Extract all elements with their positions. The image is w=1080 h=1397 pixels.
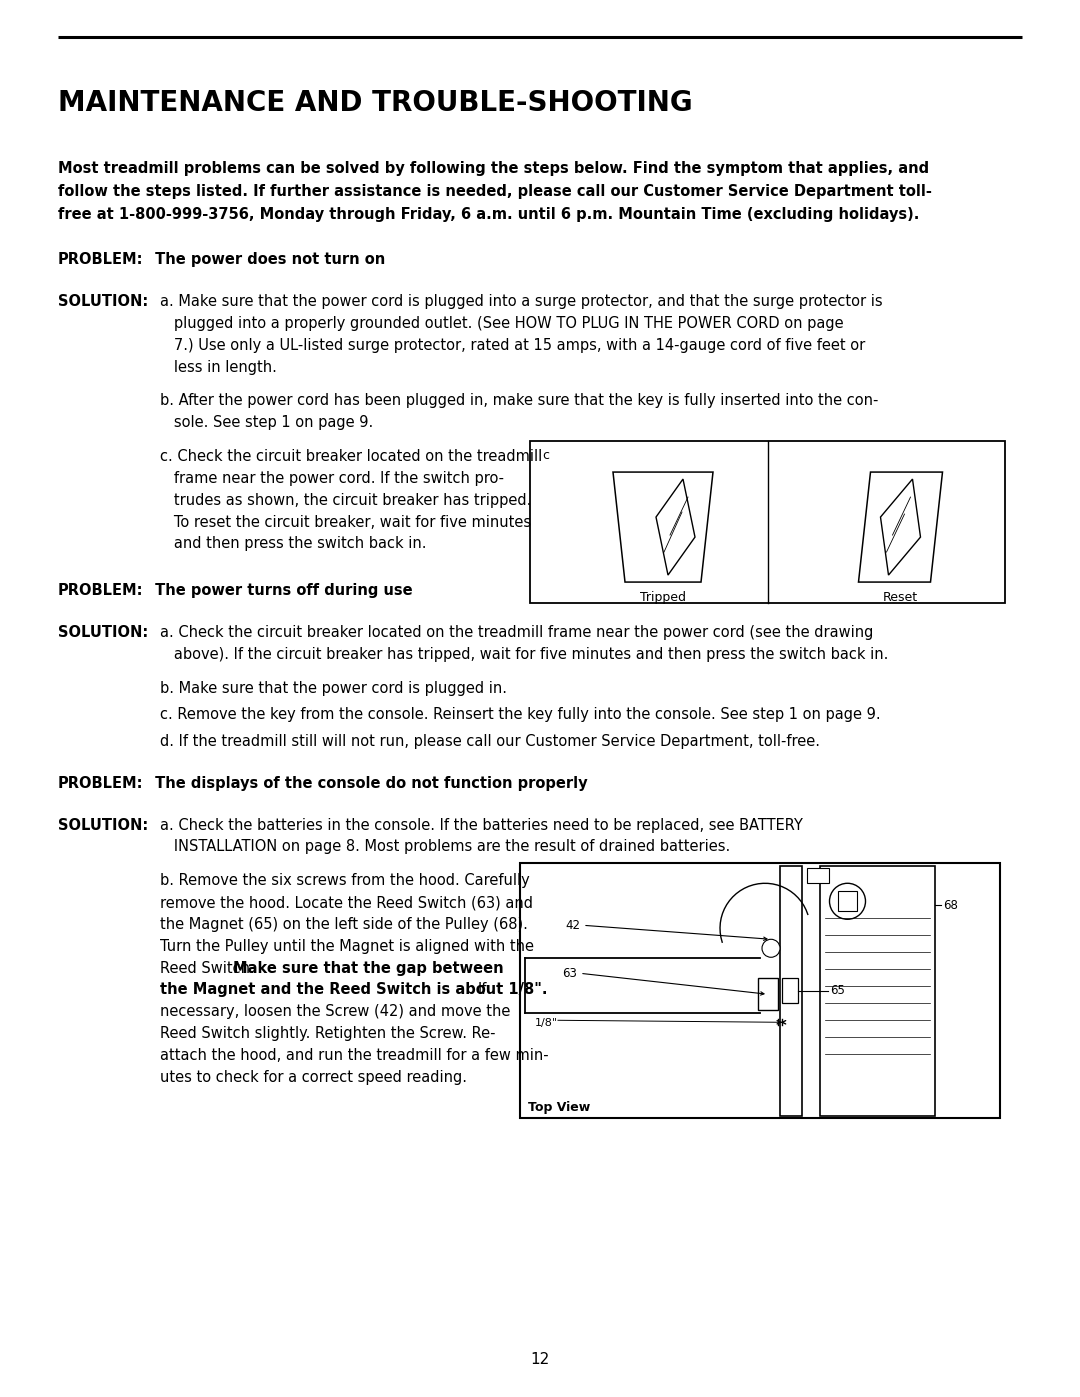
Text: a. Make sure that the power cord is plugged into a surge protector, and that the: a. Make sure that the power cord is plug… — [160, 293, 882, 309]
Text: 63: 63 — [562, 967, 577, 979]
Bar — [807, 869, 829, 883]
Bar — [758, 978, 778, 1010]
Bar — [820, 866, 935, 1116]
Text: c: c — [542, 448, 549, 462]
Text: Turn the Pulley until the Magnet is aligned with the: Turn the Pulley until the Magnet is alig… — [160, 939, 534, 954]
Polygon shape — [859, 472, 943, 583]
Text: a. Check the batteries in the console. If the batteries need to be replaced, see: a. Check the batteries in the console. I… — [160, 817, 802, 833]
Text: trudes as shown, the circuit breaker has tripped.: trudes as shown, the circuit breaker has… — [160, 493, 531, 507]
Text: Tripped: Tripped — [640, 591, 686, 604]
Text: The power turns off during use: The power turns off during use — [150, 584, 413, 598]
Text: MAINTENANCE AND TROUBLE-SHOOTING: MAINTENANCE AND TROUBLE-SHOOTING — [58, 89, 692, 117]
Text: The power does not turn on: The power does not turn on — [150, 251, 386, 267]
Text: attach the hood, and run the treadmill for a few min-: attach the hood, and run the treadmill f… — [160, 1048, 549, 1063]
Text: If: If — [478, 982, 487, 997]
Text: INSTALLATION on page 8. Most problems are the result of drained batteries.: INSTALLATION on page 8. Most problems ar… — [160, 840, 730, 855]
Text: Make sure that the gap between: Make sure that the gap between — [233, 961, 503, 975]
Bar — [519, 863, 1000, 1118]
Text: b. Remove the six screws from the hood. Carefully: b. Remove the six screws from the hood. … — [160, 873, 530, 888]
Text: Top View: Top View — [528, 1101, 591, 1115]
Text: SOLUTION:: SOLUTION: — [58, 626, 148, 640]
Text: b. Make sure that the power cord is plugged in.: b. Make sure that the power cord is plug… — [160, 680, 507, 696]
Bar — [837, 891, 858, 911]
Text: c. Remove the key from the console. Reinsert the key fully into the console. See: c. Remove the key from the console. Rein… — [160, 707, 880, 722]
Text: SOLUTION:: SOLUTION: — [58, 293, 148, 309]
Text: c. Check the circuit breaker located on the treadmill: c. Check the circuit breaker located on … — [160, 448, 542, 464]
Text: sole. See step 1 on page 9.: sole. See step 1 on page 9. — [160, 415, 374, 430]
Text: The displays of the console do not function properly: The displays of the console do not funct… — [150, 775, 588, 791]
Text: PROBLEM:: PROBLEM: — [58, 584, 144, 598]
Text: Most treadmill problems can be solved by following the steps below. Find the sym: Most treadmill problems can be solved by… — [58, 161, 929, 176]
Text: To reset the circuit breaker, wait for five minutes: To reset the circuit breaker, wait for f… — [160, 514, 531, 529]
Circle shape — [762, 939, 780, 957]
Text: plugged into a properly grounded outlet. (See HOW TO PLUG IN THE POWER CORD on p: plugged into a properly grounded outlet.… — [160, 316, 843, 331]
Text: 42: 42 — [565, 919, 580, 932]
Text: less in length.: less in length. — [160, 359, 276, 374]
Text: PROBLEM:: PROBLEM: — [58, 775, 144, 791]
Text: d. If the treadmill still will not run, please call our Customer Service Departm: d. If the treadmill still will not run, … — [160, 733, 820, 749]
Text: remove the hood. Locate the Reed Switch (63) and: remove the hood. Locate the Reed Switch … — [160, 895, 534, 909]
Text: a. Check the circuit breaker located on the treadmill frame near the power cord : a. Check the circuit breaker located on … — [160, 626, 874, 640]
Text: the Magnet (65) on the left side of the Pulley (68).: the Magnet (65) on the left side of the … — [160, 916, 528, 932]
Text: 7.) Use only a UL-listed surge protector, rated at 15 amps, with a 14-gauge cord: 7.) Use only a UL-listed surge protector… — [160, 338, 865, 352]
Bar — [782, 978, 798, 1003]
Text: and then press the switch back in.: and then press the switch back in. — [160, 536, 427, 552]
Text: above). If the circuit breaker has tripped, wait for five minutes and then press: above). If the circuit breaker has tripp… — [160, 647, 889, 662]
Text: PROBLEM:: PROBLEM: — [58, 251, 144, 267]
Text: 68: 68 — [943, 898, 958, 912]
Text: 1/8": 1/8" — [535, 1018, 558, 1028]
Text: utes to check for a correct speed reading.: utes to check for a correct speed readin… — [160, 1070, 467, 1085]
Text: Reed Switch slightly. Retighten the Screw. Re-: Reed Switch slightly. Retighten the Scre… — [160, 1027, 496, 1041]
Text: Reed Switch.: Reed Switch. — [160, 961, 259, 975]
Text: follow the steps listed. If further assistance is needed, please call our Custom: follow the steps listed. If further assi… — [58, 184, 932, 198]
Text: necessary, loosen the Screw (42) and move the: necessary, loosen the Screw (42) and mov… — [160, 1004, 511, 1020]
Text: the Magnet and the Reed Switch is about 1/8".: the Magnet and the Reed Switch is about … — [160, 982, 553, 997]
Text: SOLUTION:: SOLUTION: — [58, 817, 148, 833]
Text: free at 1-800-999-3756, Monday through Friday, 6 a.m. until 6 p.m. Mountain Time: free at 1-800-999-3756, Monday through F… — [58, 207, 919, 222]
Polygon shape — [613, 472, 713, 583]
Text: 12: 12 — [530, 1351, 550, 1366]
Text: 65: 65 — [831, 985, 845, 997]
Polygon shape — [880, 479, 920, 576]
Text: frame near the power cord. If the switch pro-: frame near the power cord. If the switch… — [160, 471, 504, 486]
Polygon shape — [656, 479, 696, 576]
Circle shape — [829, 883, 865, 919]
Text: Reset: Reset — [883, 591, 918, 604]
Bar — [530, 441, 1005, 604]
Bar — [780, 866, 802, 1116]
Text: b. After the power cord has been plugged in, make sure that the key is fully ins: b. After the power cord has been plugged… — [160, 394, 878, 408]
